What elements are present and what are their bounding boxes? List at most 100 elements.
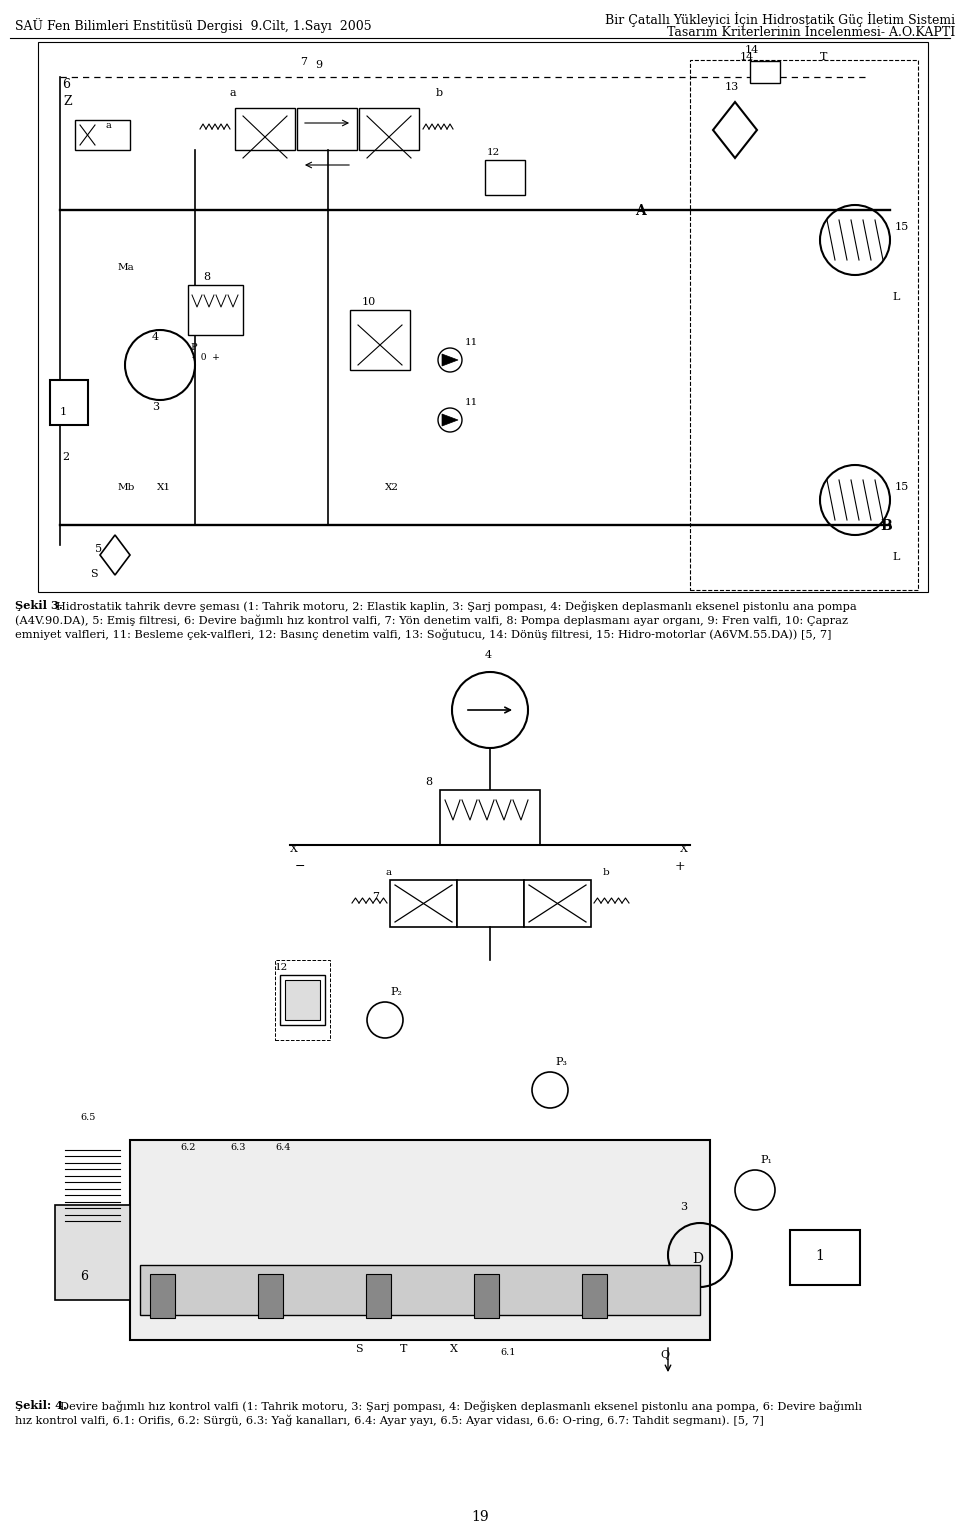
- Text: L: L: [892, 552, 900, 562]
- Text: −: −: [295, 860, 305, 872]
- Bar: [150, 1274, 175, 1319]
- Text: 13: 13: [725, 83, 739, 92]
- Text: (A4V.90.DA), 5: Emiş filtresi, 6: Devire bağımlı hız kontrol valfi, 7: Yön denet: (A4V.90.DA), 5: Emiş filtresi, 6: Devire…: [15, 614, 848, 625]
- Bar: [275, 960, 330, 1041]
- Text: hız kontrol valfi, 6.1: Orifis, 6.2: Sürgü, 6.3: Yağ kanalları, 6.4: Ayar yayı, : hız kontrol valfi, 6.1: Orifis, 6.2: Sür…: [15, 1413, 764, 1426]
- Text: X2: X2: [385, 483, 399, 492]
- Text: a: a: [105, 121, 110, 130]
- Text: emniyet valfleri, 11: Besleme çek-valfleri, 12: Basınç denetim valfi, 13: Soğutu: emniyet valfleri, 11: Besleme çek-valfle…: [15, 628, 831, 640]
- Text: S: S: [90, 568, 98, 579]
- Text: X1: X1: [157, 483, 171, 492]
- Bar: [485, 160, 525, 196]
- Text: Şekil: 4.: Şekil: 4.: [15, 1400, 71, 1410]
- Bar: [38, 41, 928, 591]
- Text: Q: Q: [660, 1351, 669, 1360]
- Text: L: L: [892, 292, 900, 303]
- Text: a: a: [385, 868, 391, 877]
- Text: 4: 4: [152, 332, 159, 342]
- Bar: [524, 880, 591, 927]
- Polygon shape: [442, 354, 458, 367]
- Text: P₃: P₃: [555, 1057, 567, 1067]
- Text: X: X: [450, 1345, 458, 1354]
- Bar: [188, 286, 243, 335]
- Bar: [390, 880, 457, 927]
- Text: 7: 7: [372, 892, 379, 902]
- Bar: [790, 1230, 860, 1285]
- Text: B: B: [880, 520, 892, 533]
- Bar: [359, 108, 419, 150]
- Bar: [258, 1274, 283, 1319]
- Text: 3: 3: [680, 1203, 687, 1212]
- Text: 14: 14: [745, 44, 759, 55]
- Bar: [457, 880, 524, 927]
- Text: 5: 5: [95, 544, 102, 555]
- Text: 6.3: 6.3: [230, 1143, 246, 1152]
- Bar: [690, 60, 918, 590]
- Text: 14: 14: [740, 52, 755, 63]
- Text: SAÜ Fen Bilimleri Enstitüsü Dergisi  9.Cilt, 1.Sayı  2005: SAÜ Fen Bilimleri Enstitüsü Dergisi 9.Ci…: [15, 18, 372, 34]
- Text: +: +: [675, 860, 685, 872]
- Text: 15: 15: [895, 481, 909, 492]
- Text: 1: 1: [60, 406, 67, 417]
- Bar: [474, 1274, 499, 1319]
- Bar: [140, 1265, 700, 1316]
- Text: P₂: P₂: [390, 987, 402, 996]
- Text: P₁: P₁: [760, 1155, 772, 1164]
- Bar: [130, 1140, 710, 1340]
- Text: 6: 6: [80, 1270, 88, 1284]
- Polygon shape: [442, 414, 458, 426]
- Text: 3: 3: [152, 402, 159, 413]
- Bar: [55, 1206, 130, 1300]
- Text: T: T: [820, 52, 828, 63]
- Text: D: D: [692, 1251, 703, 1267]
- Text: 11: 11: [465, 397, 478, 406]
- Text: 8: 8: [203, 272, 210, 283]
- Text: Mb: Mb: [118, 483, 135, 492]
- Text: 2: 2: [62, 452, 69, 461]
- Text: 9: 9: [315, 60, 323, 70]
- Bar: [50, 380, 88, 425]
- Bar: [440, 790, 540, 845]
- Text: Hidrostatik tahrik devre şeması (1: Tahrik motoru, 2: Elastik kaplin, 3: Şarj po: Hidrostatik tahrik devre şeması (1: Tahr…: [56, 601, 856, 611]
- Text: 6.4: 6.4: [275, 1143, 291, 1152]
- Text: a: a: [230, 89, 236, 98]
- Text: 12: 12: [275, 963, 288, 972]
- Text: X: X: [680, 843, 688, 854]
- Text: 6.1: 6.1: [500, 1348, 516, 1357]
- Text: b: b: [603, 868, 610, 877]
- Text: -  0  +: - 0 +: [192, 353, 220, 362]
- Text: Bir Çatallı Yükleyici İçin Hidrostatik Güç İletim Sistemi: Bir Çatallı Yükleyici İçin Hidrostatik G…: [605, 12, 955, 28]
- Text: A: A: [635, 205, 646, 219]
- Text: S: S: [355, 1345, 363, 1354]
- Text: 7: 7: [300, 57, 307, 67]
- Text: Ma: Ma: [118, 263, 134, 272]
- Text: 12: 12: [487, 148, 500, 157]
- Text: 6.5: 6.5: [80, 1112, 95, 1122]
- Bar: [366, 1274, 391, 1319]
- Bar: [285, 979, 320, 1021]
- Text: X: X: [290, 843, 298, 854]
- Text: Şekil 3.: Şekil 3.: [15, 601, 67, 611]
- Bar: [582, 1274, 607, 1319]
- Bar: [350, 310, 410, 370]
- Bar: [280, 975, 325, 1025]
- Text: 11: 11: [465, 338, 478, 347]
- Text: Z: Z: [63, 95, 72, 108]
- Text: 6: 6: [62, 78, 70, 92]
- Bar: [750, 61, 780, 83]
- Bar: [38, 660, 928, 1390]
- Text: 8: 8: [425, 778, 432, 787]
- Bar: [297, 108, 357, 150]
- Text: 6.2: 6.2: [180, 1143, 196, 1152]
- Text: 19: 19: [471, 1510, 489, 1523]
- Text: 4: 4: [485, 649, 492, 660]
- Text: P: P: [190, 342, 197, 351]
- Text: Devire bağımlı hız kontrol valfi (1: Tahrik motoru, 3: Şarj pompası, 4: Değişken: Devire bağımlı hız kontrol valfi (1: Tah…: [60, 1400, 862, 1412]
- Text: 15: 15: [895, 222, 909, 232]
- Bar: [75, 121, 130, 150]
- Text: Tasarım Kriterlerinin İncelenmesi- A.O.KAPTI: Tasarım Kriterlerinin İncelenmesi- A.O.K…: [667, 26, 955, 40]
- Bar: [235, 108, 295, 150]
- Text: 10: 10: [362, 296, 376, 307]
- Text: b: b: [436, 89, 444, 98]
- Text: 1: 1: [815, 1248, 824, 1264]
